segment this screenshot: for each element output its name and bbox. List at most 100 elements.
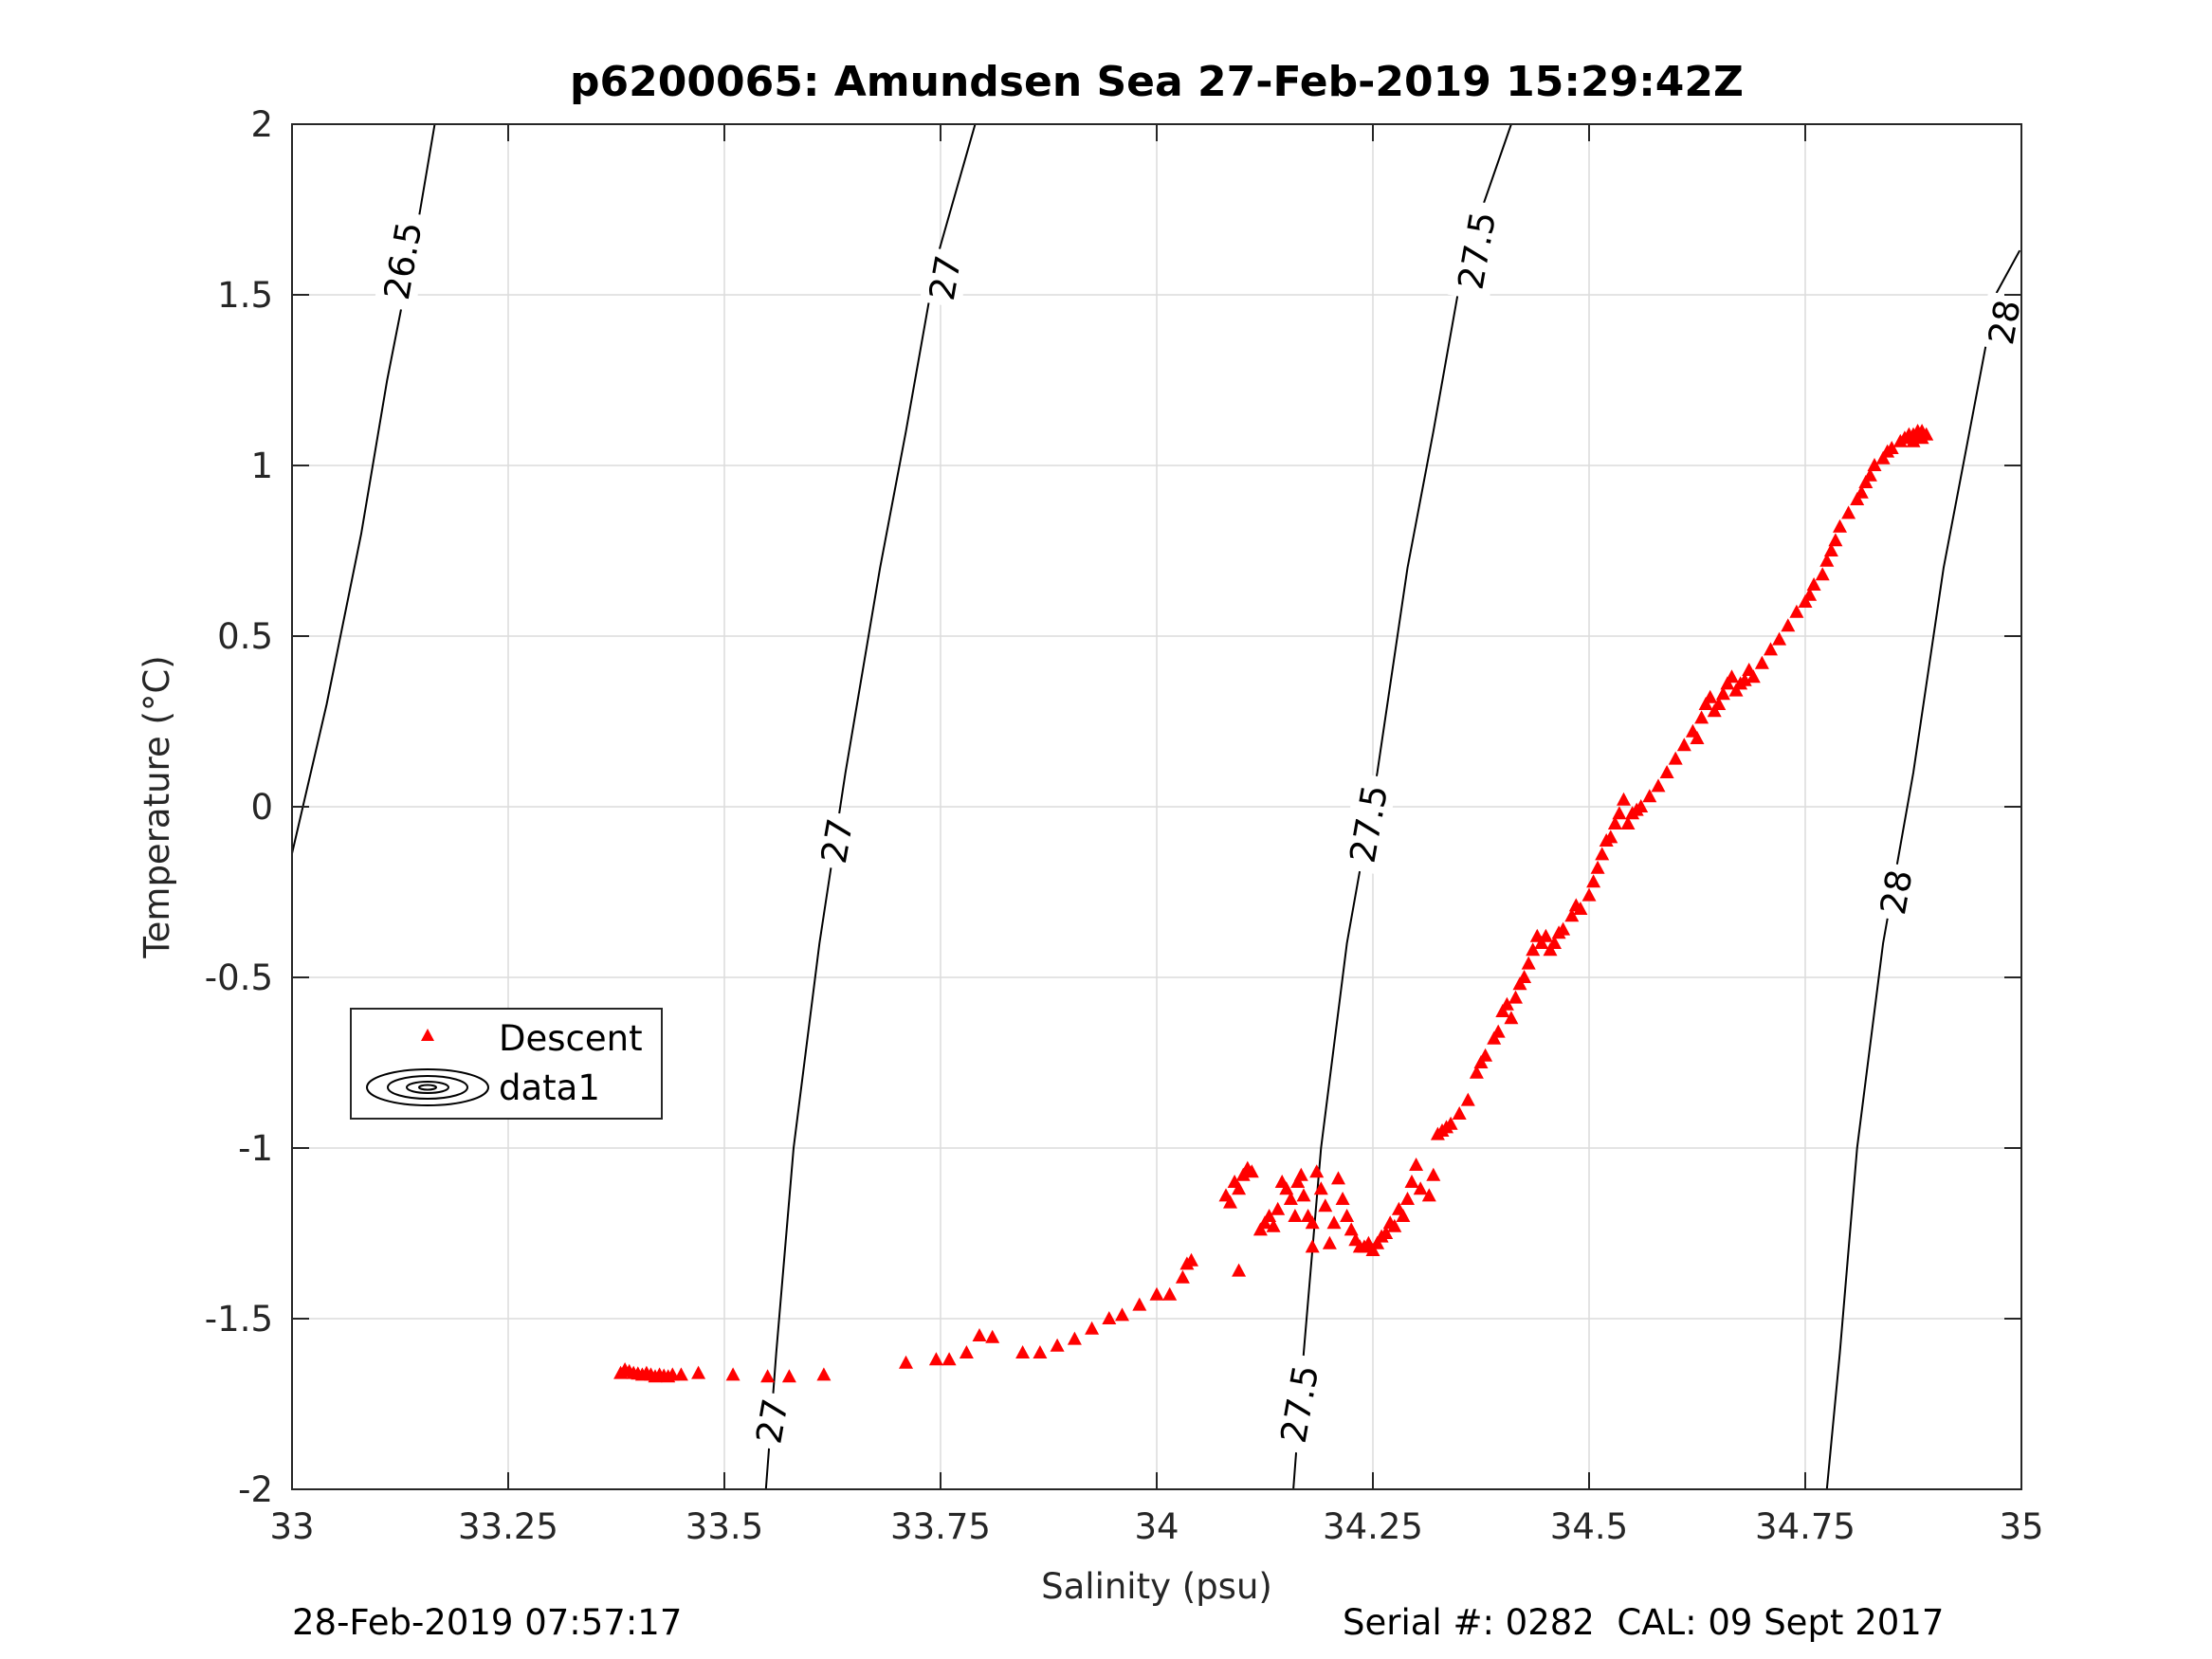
data-point [1802,587,1818,601]
data-point [1581,887,1597,902]
data-point [1508,990,1523,1004]
data-point [1175,1269,1190,1284]
y-tick-label: 1 [250,446,273,486]
isopycnal-label-text: 27 [922,252,970,303]
data-point [1404,1175,1419,1188]
data-point [972,1328,987,1341]
y-axis-label: Temperature (°C) [137,655,177,958]
data-point [1340,1209,1355,1222]
x-tick-label: 33 [269,1506,314,1547]
data-point [1676,738,1691,752]
data-point [1162,1286,1178,1301]
data-point [1823,543,1838,556]
data-point [1914,430,1929,445]
data-point [1473,1055,1489,1068]
data-point [1499,996,1514,1011]
data-point [928,1352,943,1366]
data-point [760,1369,776,1383]
data-point [1396,1209,1411,1222]
x-axis-ticks: 33 33.25 33.5 33.75 34 34.25 34.5 34.75 35 [269,124,2044,1547]
data-point [1858,475,1874,488]
data-point [1235,1167,1251,1181]
data-point [1409,1158,1424,1171]
data-point [1556,921,1571,936]
data-point [1906,433,1921,447]
data-point [1806,577,1821,591]
data-point [899,1355,913,1369]
data-point [1487,1030,1502,1045]
data-point [816,1367,832,1381]
data-point [1296,1188,1311,1202]
legend-label-data1: data1 [499,1067,600,1108]
data-point [1617,792,1631,806]
y-tick-label: -2 [238,1469,273,1510]
data-point [691,1365,706,1379]
data-point [1668,751,1683,765]
legend-box [350,1008,663,1120]
data-point [1711,697,1727,710]
data-point [1283,1192,1298,1205]
x-axis-label: Salinity (psu) [1041,1566,1272,1607]
x-tick-label: 34.25 [1323,1506,1423,1547]
y-axis-ticks: -2 -1.5 -1 -0.5 0 0.5 1 1.5 2 [205,104,2021,1510]
data-point [1504,1011,1519,1025]
isopycnal-line [292,124,436,858]
isopycnal-label: 28 [1871,861,1922,923]
data-point [1746,669,1761,684]
data-point [1379,1226,1394,1239]
data-point [1322,1235,1337,1249]
y-tick-label: 0.5 [217,616,273,657]
isopycnal-line [764,124,977,1489]
data-point [1413,1181,1428,1195]
data-point [1421,1188,1436,1202]
data-point [1223,1194,1237,1209]
data-point [941,1352,957,1366]
isopycnal-label: 28 [1979,291,2030,354]
isopycnal-label-background [1979,291,2030,354]
data-point [1603,830,1618,844]
data-point [1271,1201,1286,1215]
data-point [1764,642,1778,656]
x-tick-label: 33.5 [686,1506,763,1547]
data-point [1789,604,1804,618]
data-point [1050,1338,1065,1352]
data-point [1659,765,1674,778]
data-point [1590,860,1605,874]
data-point [1305,1239,1320,1253]
data-point [1651,778,1666,793]
data-point [1452,1106,1467,1120]
isopycnal-label-text: 27 [814,815,862,866]
data-point [1426,1167,1441,1181]
data-point [1309,1164,1325,1178]
data-point [1232,1181,1247,1195]
data-point [1884,441,1899,454]
data-point [1015,1345,1031,1358]
data-point [1517,970,1532,983]
data-point [1634,799,1649,812]
data-point [959,1345,974,1358]
footer-timestamp: 28-Feb-2019 07:57:17 [292,1602,683,1643]
isopycnal-label-text: 27 [748,1395,796,1447]
data-point [1833,519,1847,533]
x-tick-label: 34 [1134,1506,1179,1547]
data-point [1754,655,1769,669]
data-point [1132,1297,1147,1311]
data-point [1290,1175,1306,1188]
data-point [1543,942,1558,957]
data-point [1526,942,1541,957]
chart-title: p6200065: Amundsen Sea 27-Feb-2019 15:29… [570,58,1744,106]
data-point [1828,533,1843,547]
data-point [1400,1192,1415,1205]
data-point [1293,1167,1308,1181]
data-point [1262,1209,1277,1222]
footer-serial-calibration: Serial #: 0282 CAL: 09 Sept 2017 [1343,1602,1945,1643]
data-point [1387,1218,1402,1232]
y-tick-label: 2 [250,104,273,145]
data-point [1698,697,1713,710]
data-point [1521,956,1536,970]
data-point [1512,976,1527,991]
x-tick-label: 34.75 [1755,1506,1856,1547]
data-point [1573,902,1588,915]
isopycnal-label-background [1447,199,1506,302]
